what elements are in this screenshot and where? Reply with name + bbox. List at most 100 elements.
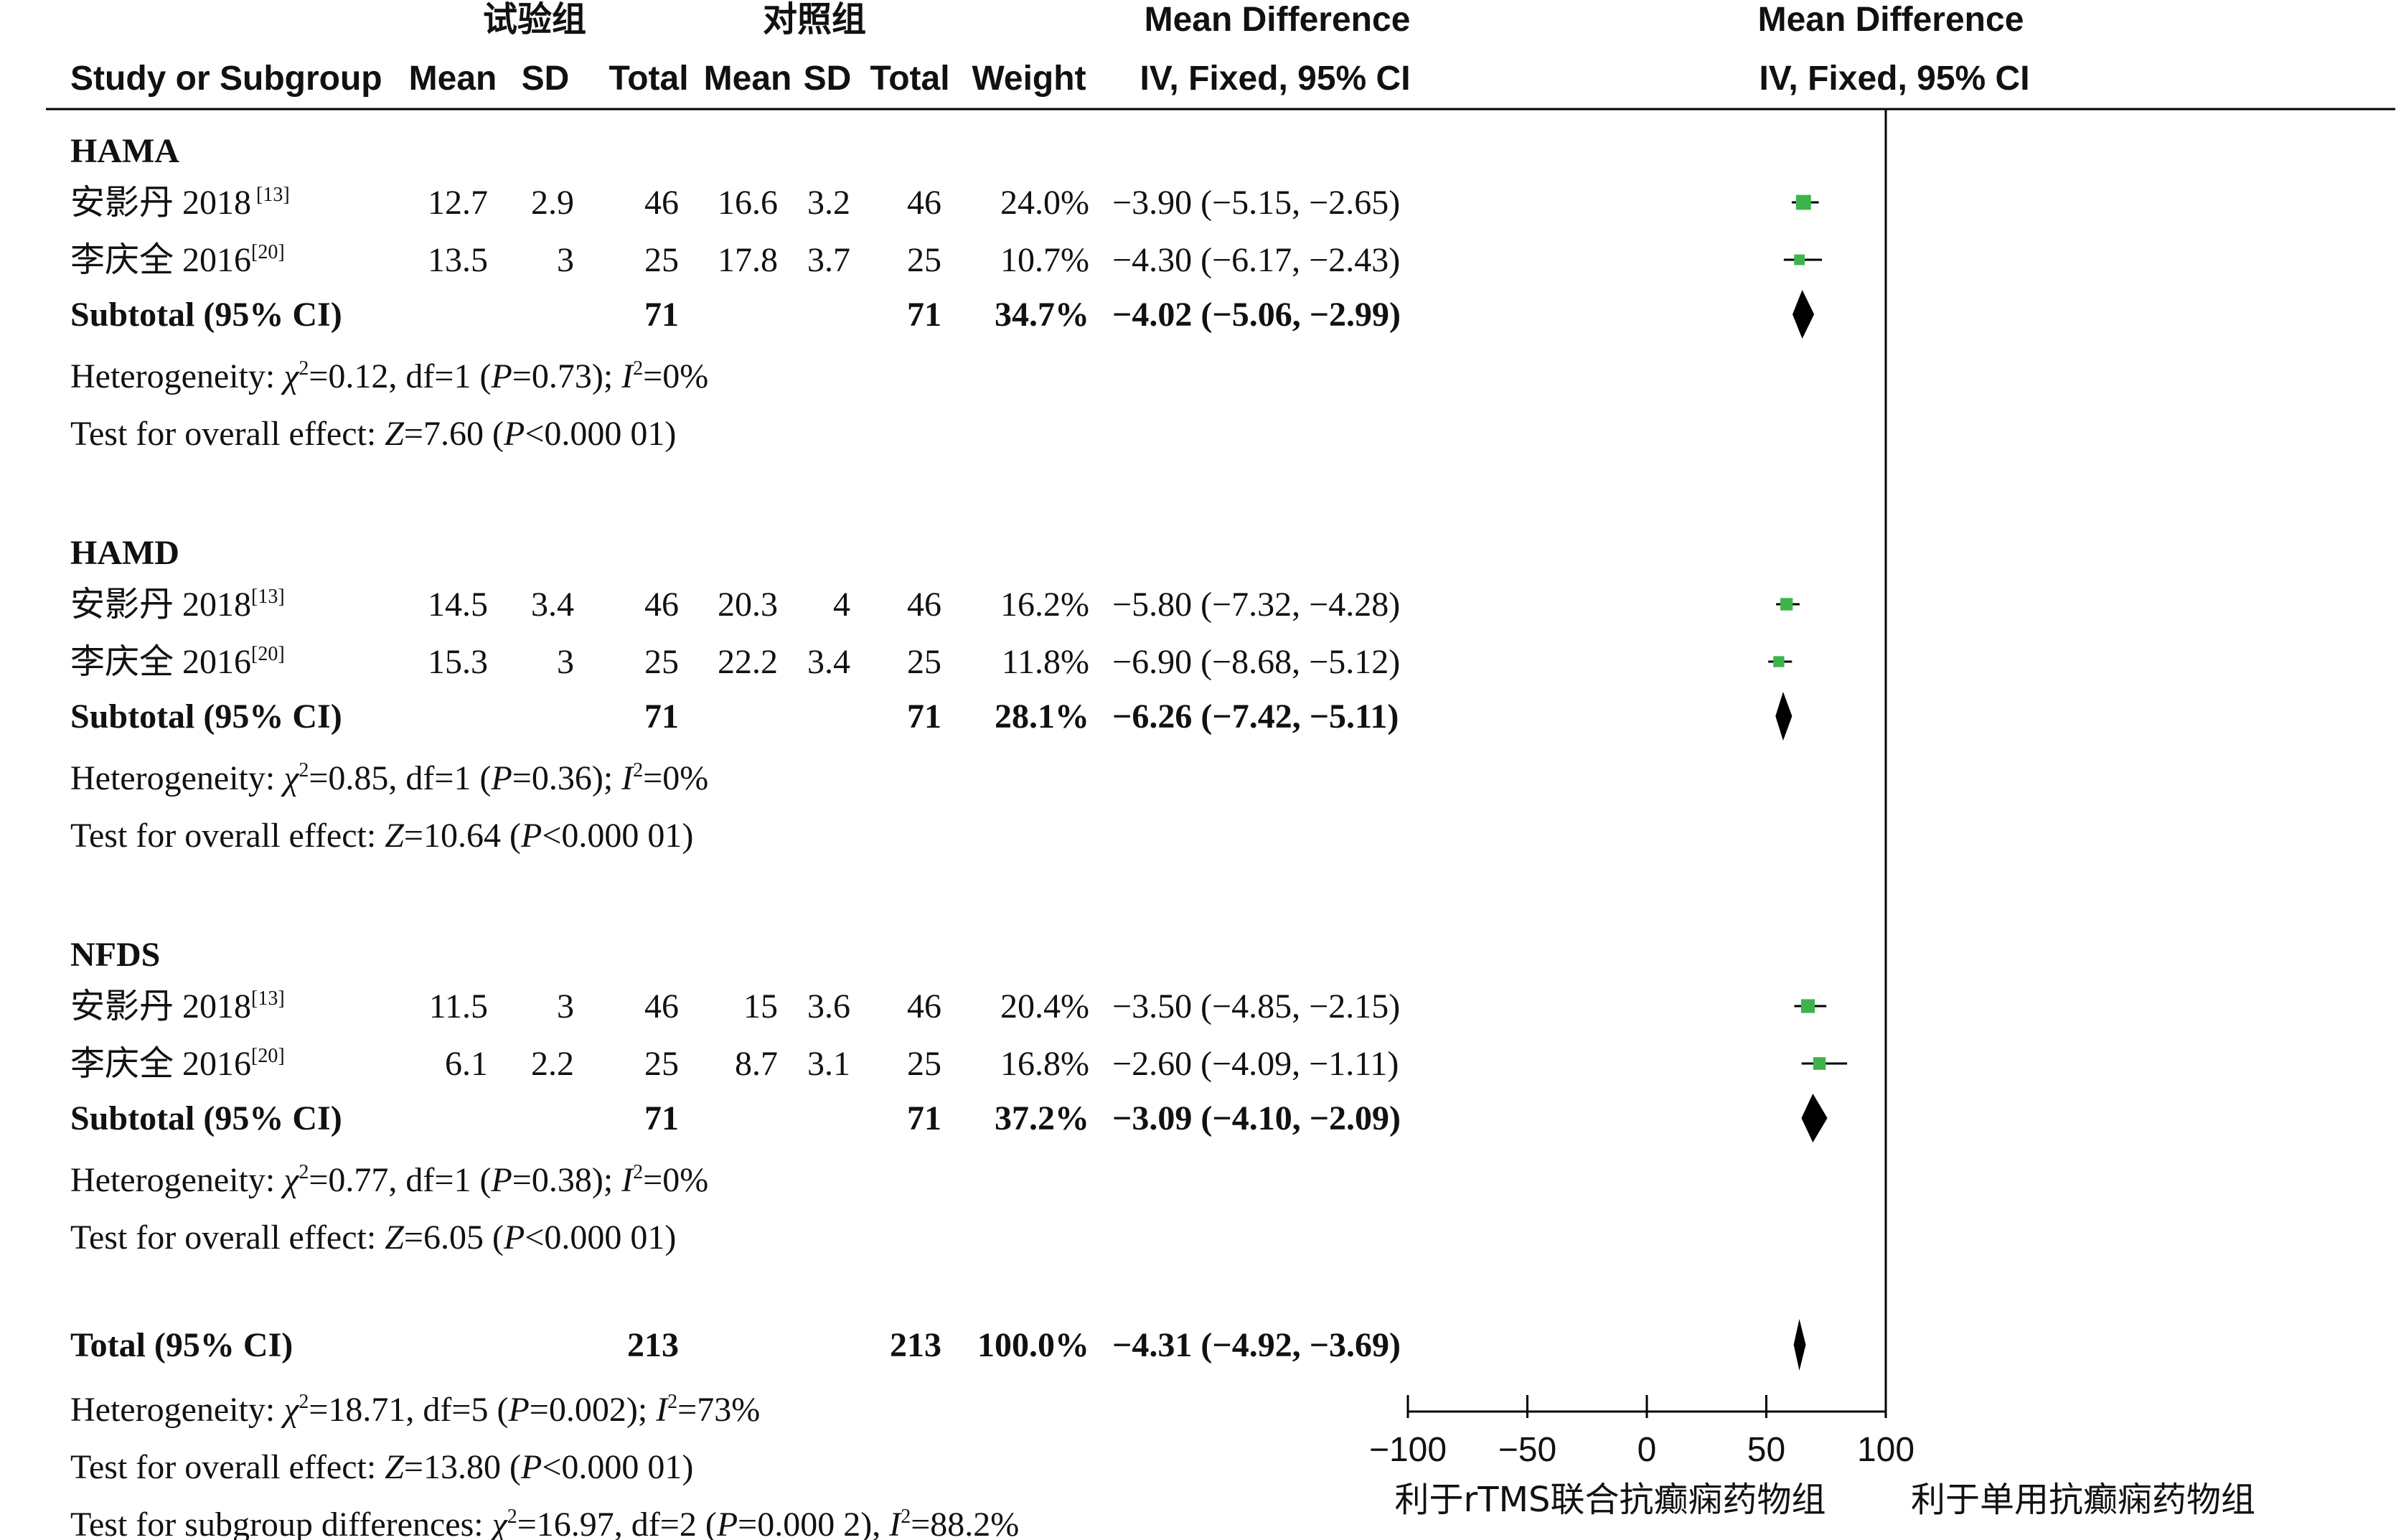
ctrl-total: 46 [907,586,941,624]
subtotal-label: Subtotal (95% CI) [70,1099,342,1137]
sd2-header: SD [804,60,852,98]
subgroup-differences-chi-val: =16.97, df=2 ( [517,1506,717,1540]
subtotal-heterogeneity-i-sup: 2 [633,759,643,781]
exp-total: 46 [644,184,679,222]
group-title: HAMD [70,534,179,572]
subtotal-weight: 34.7% [995,296,1089,334]
total2-header: Total [870,60,949,98]
subtotal-diamond [1792,290,1815,339]
study-weight: 16.8% [1000,1045,1089,1083]
ctrl-mean: 15 [743,987,778,1025]
subgroup-differences-chi: χ [489,1506,509,1540]
subgroup-differences-prefix: Test for subgroup differences: [70,1506,492,1540]
study-ref: [20] [251,241,285,263]
subtotal-heterogeneity-i: I [621,759,634,797]
ctrl-total: 46 [907,987,941,1025]
exp-mean: 12.7 [428,184,488,222]
subtotal-heterogeneity-i-val: =0% [643,1161,708,1199]
total-heterogeneity-chi: χ [281,1391,300,1429]
exp-mean: 15.3 [428,643,488,681]
exp-mean: 6.1 [445,1045,488,1083]
experimental-group-header: 试验组 [483,1,586,39]
ci-column-header: IV, Fixed, 95% CI [1140,60,1410,98]
subtotal-overall-effect-prefix: Test for overall effect: [70,415,385,453]
study-ref: [20] [251,643,285,665]
subtotal-overall-effect-p: P [503,415,525,453]
subtotal-heterogeneity: Heterogeneity: χ2=0.85, df=1 (P=0.36); I… [70,759,708,797]
ctrl-total: 25 [907,1045,941,1083]
study-ref: [20] [251,1045,285,1067]
total1-header: Total [609,60,688,98]
study-effect-square [1795,194,1811,210]
study-ref: [13] [251,987,285,1010]
total-heterogeneity-p-val: =0.002); [530,1391,656,1429]
subtotal-overall-effect-p: P [520,817,542,855]
group-title: NFDS [70,936,160,974]
ctrl-sd: 3.7 [807,241,850,279]
exp-sd: 3 [557,987,574,1025]
study-weight: 10.7% [1000,241,1089,279]
x-tick-label: 0 [1638,1431,1657,1469]
subtotal-heterogeneity-i-val: =0% [643,759,708,797]
subtotal-heterogeneity-i: I [621,1161,634,1199]
subtotal-exp-total: 71 [644,1099,679,1137]
study-label: 安影丹 2018 [70,586,251,624]
total-overall-effect-p-val: <0.000 01) [542,1448,693,1486]
ctrl-sd: 3.1 [807,1045,850,1083]
total-heterogeneity-chi-val: =18.71, df=5 ( [309,1391,508,1429]
study-label: 安影丹 2018 [70,987,251,1025]
subtotal-heterogeneity-p: P [490,1161,512,1199]
subtotal-label: Subtotal (95% CI) [70,698,342,736]
subtotal-overall-effect-p-val: <0.000 01) [525,415,676,453]
subtotal-overall-effect: Test for overall effect: Z=10.64 (P<0.00… [70,817,693,855]
study-effect-square [1780,598,1793,611]
total-overall-effect-z-val: =13.80 ( [404,1448,521,1486]
study-label: 李庆全 2016 [70,241,251,279]
exp-sd: 2.9 [531,184,574,222]
study-ci: −6.90 (−8.68, −5.12) [1112,643,1400,681]
study-label: 安影丹 2018 [70,184,251,222]
x-axis-label-right: 利于单用抗癫痫药物组 [1911,1480,2255,1520]
x-tick-label: 100 [1857,1431,1914,1469]
subtotal-diamond [1801,1094,1828,1142]
subtotal-ci: −4.02 (−5.06, −2.99) [1112,296,1401,334]
total-overall-effect-p: P [520,1448,542,1486]
subtotal-heterogeneity-chi-sup: 2 [299,759,309,781]
subtotal-overall-effect-prefix: Test for overall effect: [70,1219,385,1257]
mean1-header: Mean [409,60,497,98]
total-heterogeneity-p: P [507,1391,529,1429]
total-overall-effect-z: Z [385,1448,405,1486]
subtotal-heterogeneity-chi-sup: 2 [299,1161,309,1183]
total-overall-effect: Test for overall effect: Z=13.80 (P<0.00… [70,1448,693,1486]
subtotal-overall-effect-z-val: =6.05 ( [404,1219,504,1257]
ctrl-mean: 16.6 [718,184,778,222]
subtotal-weight: 28.1% [995,698,1089,736]
subtotal-heterogeneity-chi-val: =0.12, df=1 ( [309,357,491,395]
subtotal-exp-total: 71 [644,296,679,334]
study-ci: −5.80 (−7.32, −4.28) [1112,586,1400,624]
subtotal-heterogeneity-i-val: =0% [643,357,708,395]
study-effect-square [1800,999,1815,1013]
study-name: 李庆全 2016[20] [70,241,285,279]
subtotal-heterogeneity-p-val: =0.36); [512,759,621,797]
subtotal-heterogeneity: Heterogeneity: χ2=0.77, df=1 (P=0.38); I… [70,1161,708,1199]
exp-mean: 14.5 [428,586,488,624]
x-tick-label: 50 [1747,1431,1785,1469]
total-exp-total: 213 [627,1326,679,1364]
total-label: Total (95% CI) [70,1326,293,1364]
subtotal-ctrl-total: 71 [907,296,941,334]
exp-total: 25 [644,1045,679,1083]
subgroup-differences-i-val: =88.2% [911,1506,1019,1540]
total-heterogeneity-prefix: Heterogeneity: [70,1391,283,1429]
control-group-header: 对照组 [763,1,866,39]
subtotal-heterogeneity-prefix: Heterogeneity: [70,357,283,395]
subgroup-differences-i: I [888,1506,902,1540]
study-weight: 20.4% [1000,987,1089,1025]
subtotal-overall-effect: Test for overall effect: Z=6.05 (P<0.000… [70,1219,676,1257]
exp-total: 25 [644,241,679,279]
sd1-header: SD [522,60,570,98]
exp-total: 25 [644,643,679,681]
subtotal-heterogeneity-prefix: Heterogeneity: [70,759,283,797]
study-name: 李庆全 2016[20] [70,643,285,681]
study-effect-square [1813,1057,1826,1070]
